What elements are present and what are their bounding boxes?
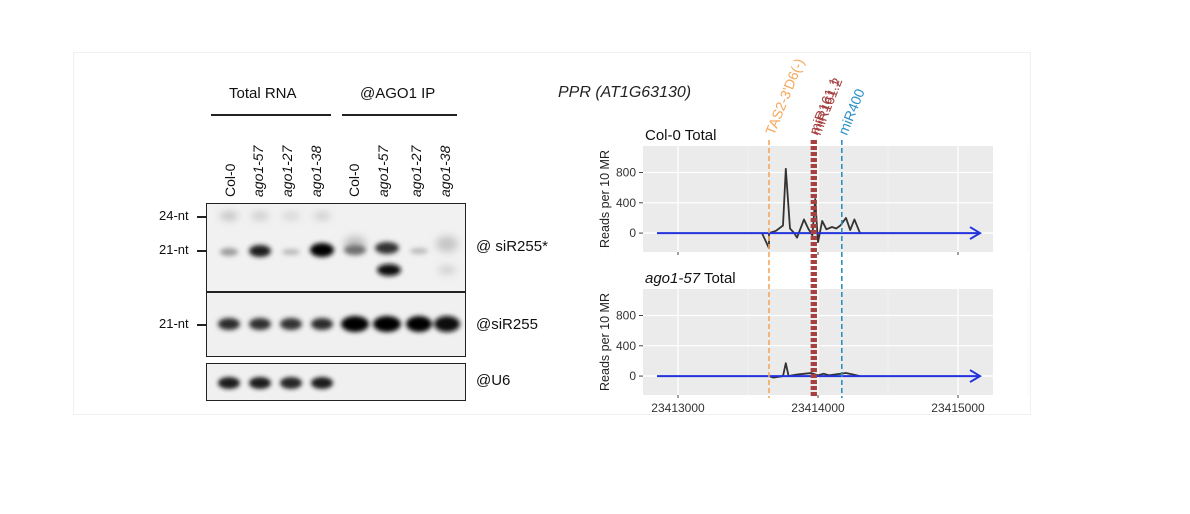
y-tick-label: 400: [616, 196, 636, 210]
blot-sir255-star: [206, 203, 466, 292]
x-tick-label: 23414000: [791, 401, 845, 415]
annotation-label: TAS2-3'D6(-): [762, 56, 807, 137]
panel-title: Col-0 Total: [645, 127, 716, 144]
gene-arrow-head: [969, 226, 982, 240]
size-marker-21nt: 21-nt: [159, 242, 189, 257]
size-marker-24nt: 24-nt: [159, 208, 189, 223]
y-axis-label: Reads per 10 MR: [598, 293, 612, 391]
panel-title: ago1-57 Total: [645, 270, 736, 287]
size-marker-21nt: 21-nt: [159, 316, 189, 331]
y-tick-label: 0: [629, 226, 636, 240]
probe-label-sir255: @siR255: [476, 316, 538, 333]
y-axis-label: Reads per 10 MR: [598, 150, 612, 248]
size-marker-tick: [197, 324, 206, 326]
probe-label-u6: @U6: [476, 372, 511, 389]
group-bracket-ago1-ip: [342, 114, 457, 116]
y-tick-label: 0: [629, 369, 636, 383]
blot-u6: [206, 363, 466, 401]
y-tick-label: 400: [616, 339, 636, 353]
y-tick-label: 800: [616, 166, 636, 180]
probe-label-sir255-star: @ siR255*: [476, 238, 548, 255]
x-tick-label: 23415000: [931, 401, 985, 415]
group-label-ago1-ip: @AGO1 IP: [360, 85, 436, 102]
size-marker-tick: [197, 250, 206, 252]
size-marker-tick: [197, 216, 206, 218]
x-tick-label: 23413000: [651, 401, 705, 415]
chart-title: PPR (AT1G63130): [558, 84, 691, 101]
y-tick-label: 800: [616, 309, 636, 323]
gene-arrow-head: [969, 369, 982, 383]
group-label-total-rna: Total RNA: [229, 85, 297, 102]
blot-sir255: [206, 292, 466, 357]
group-bracket-total-rna: [211, 114, 331, 116]
